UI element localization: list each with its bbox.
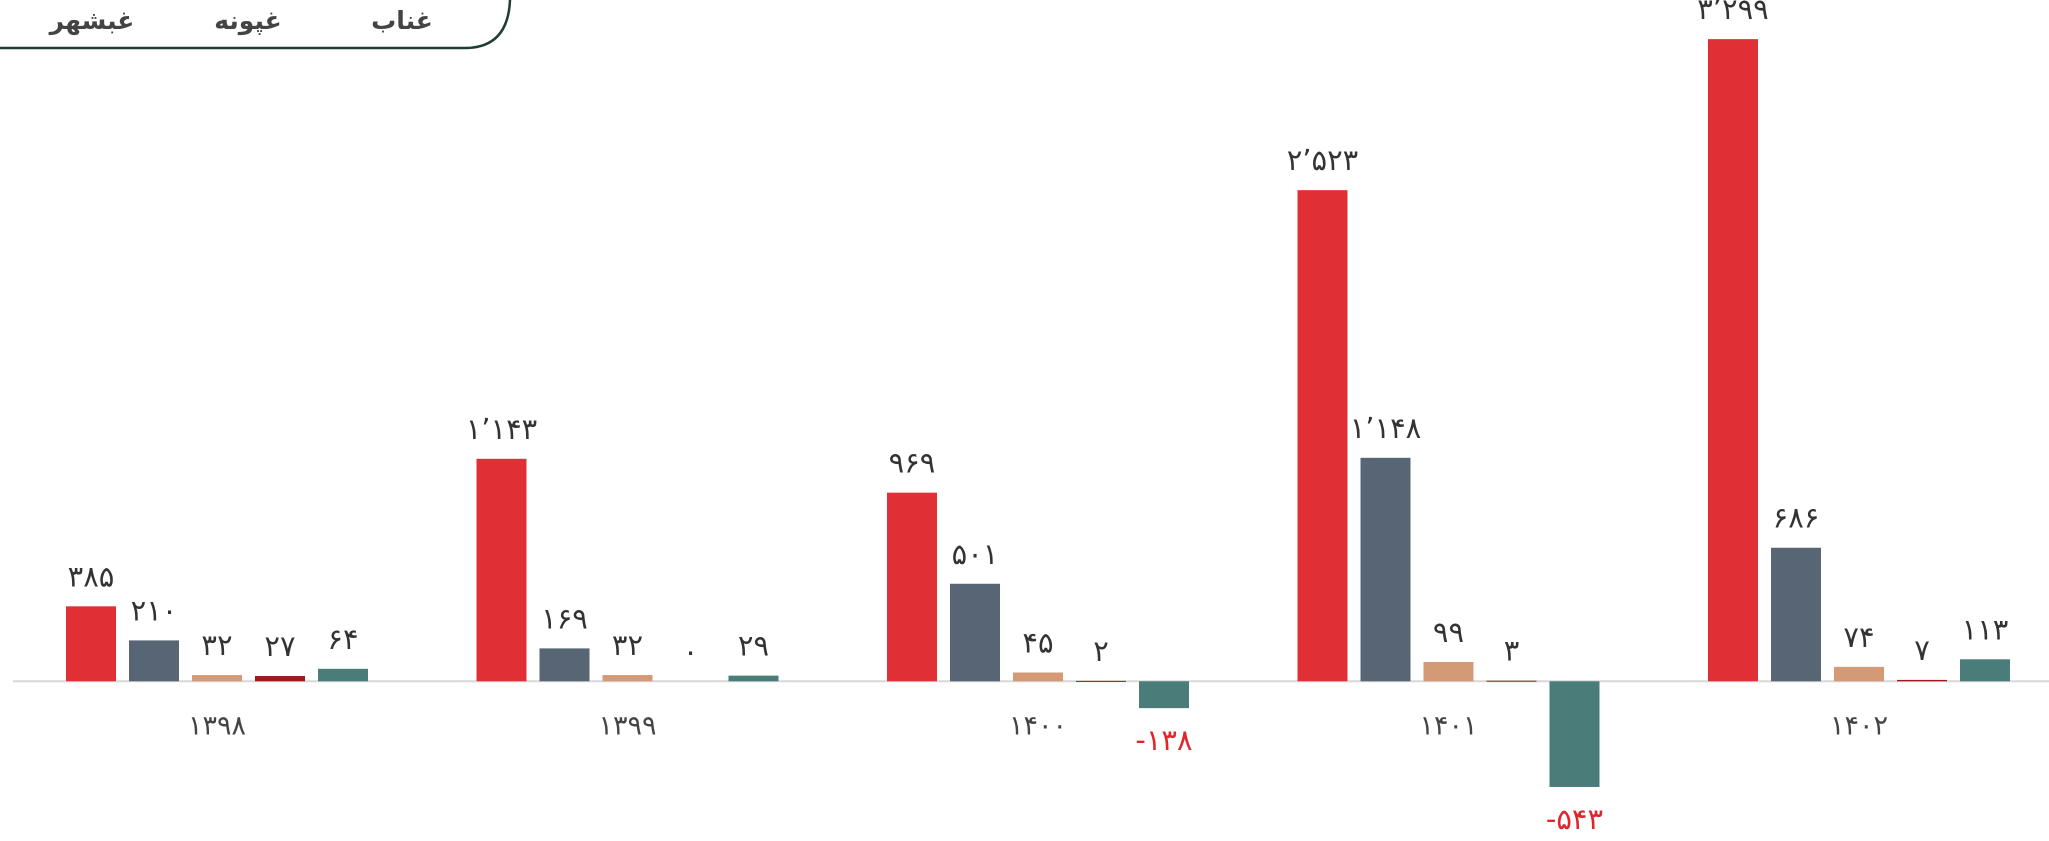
value-label: ۵۰۱ [952,537,999,571]
bar [1360,457,1411,682]
legend-label: غناب [371,6,433,35]
value-label: -۱۳۸ [1135,723,1192,757]
bar [476,458,527,682]
value-label: ۲۷ [264,629,295,663]
bar [1549,681,1600,787]
value-label: ۳ [1504,634,1520,668]
bar [1708,39,1758,682]
bar [318,668,368,682]
value-label: ۶۸۶ [1773,501,1820,535]
bar [1771,547,1821,682]
legend-frame [0,0,512,50]
x-tick-label: ۱۴۰۰ [1009,711,1067,742]
bar [1834,666,1884,682]
bar [1297,190,1348,682]
value-label: ۴۵ [1022,626,1053,660]
value-label: ۱٬۱۴۸ [1350,411,1422,445]
value-label: ۳٬۲۹۹ [1697,0,1769,26]
bar [1013,672,1063,682]
bar [539,648,590,682]
bar [192,675,242,682]
bar [1423,662,1474,682]
bar [1076,680,1126,682]
value-label: ۳۸۵ [68,559,115,593]
value-label: ۲٬۵۲۳ [1287,143,1359,177]
value-label: ۷ [1914,633,1930,667]
value-label: ۳۲ [612,628,643,662]
legend-label: غپونه [214,6,282,36]
value-label: ۲ [1093,634,1109,668]
bar [602,675,653,682]
bar [255,676,305,682]
value-label: ۱۱۳ [1962,612,2009,646]
bar [66,606,116,682]
value-label: ۳۲ [201,628,232,662]
bar [1139,681,1189,709]
bar [1960,659,2010,682]
x-tick-label: ۱۴۰۲ [1830,711,1888,742]
bar [129,640,179,682]
bar [950,583,1000,682]
value-label: ۶۴ [327,622,358,656]
value-label: ۱۶۹ [541,601,588,635]
value-label: ۷۴ [1843,620,1874,654]
bar [887,492,937,682]
value-label: -۵۴۳ [1546,802,1603,836]
bar [1897,679,1947,682]
value-label: ۲۱۰ [131,593,178,627]
x-tick-label: ۱۳۹۹ [598,711,656,742]
value-label: ۲۹ [738,629,769,663]
bar [1486,680,1537,682]
legend-label: غبشهر [48,6,135,36]
value-label: ۱٬۱۴۳ [466,412,538,446]
x-tick-label: ۱۳۹۸ [188,711,246,742]
x-tick-label: ۱۴۰۱ [1419,711,1477,742]
value-label: ۹۹ [1433,615,1464,649]
value-label: ۰ [683,634,699,668]
value-label: ۹۶۹ [889,446,936,480]
bar [728,675,779,682]
